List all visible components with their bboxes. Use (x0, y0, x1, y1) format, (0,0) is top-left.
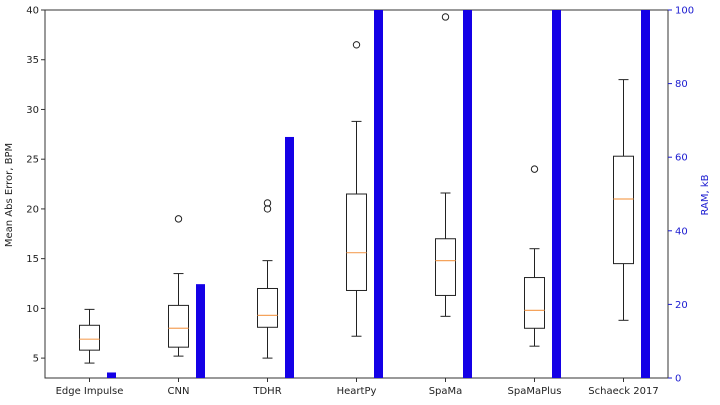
ram-bar-tdhr (285, 136, 294, 378)
ram-bar-schaeck-2017 (641, 10, 650, 378)
x-tick-label: SpaMa (429, 386, 463, 397)
box (613, 155, 634, 265)
left-tick-label: 5 (33, 354, 39, 365)
ram-bar-heartpy (374, 10, 383, 378)
box (524, 277, 545, 329)
box (79, 324, 100, 351)
boxplot-schaeck-2017 (613, 79, 634, 321)
left-tick-label: 10 (26, 304, 39, 315)
outlier-point (352, 41, 361, 49)
x-tick-label: SpaMaPlus (508, 386, 562, 397)
box (346, 193, 367, 291)
y-axis-title-left: Mean Abs Error, BPM (4, 143, 15, 247)
boxplot-tdhr (257, 199, 278, 359)
left-tick-label: 35 (26, 55, 39, 66)
left-tick-label: 25 (26, 155, 39, 166)
boxplot-spama (435, 13, 456, 317)
x-tick-label: TDHR (252, 386, 281, 397)
left-axis-ticks: 5 10 15 20 25 30 35 40 (26, 6, 45, 365)
outlier-point (263, 199, 272, 207)
right-tick-label: 100 (675, 6, 694, 17)
right-tick-label: 0 (675, 374, 681, 385)
right-tick-label: 40 (675, 226, 688, 237)
ram-bar-spama (463, 10, 472, 378)
box (168, 304, 189, 348)
right-axis-ticks: 0 20 40 60 80 100 (668, 6, 694, 385)
x-tick-label: Edge Impulse (56, 386, 124, 397)
x-tick-label: HeartPy (337, 386, 377, 397)
left-tick-label: 40 (26, 6, 39, 17)
box (257, 287, 278, 328)
y-axis-title-right: RAM, kB (700, 174, 711, 215)
chart-marks (79, 10, 650, 378)
right-tick-label: 80 (675, 79, 688, 90)
x-tick-label: Schaeck 2017 (588, 386, 658, 397)
outlier-point (530, 165, 539, 173)
ram-bar-edge-impulse (107, 372, 116, 378)
left-tick-label: 30 (26, 105, 39, 116)
ram-bar-spamaplus (552, 10, 561, 378)
outlier-point (263, 205, 272, 213)
x-tick-label: CNN (168, 386, 190, 397)
boxplot-heartpy (346, 41, 367, 337)
boxplot-edge-impulse (79, 308, 100, 364)
outlier-point (441, 13, 450, 21)
left-tick-label: 20 (26, 204, 39, 215)
x-axis-ticks: Edge Impulse CNN TDHR HeartPy SpaMa SpaMaPlus… (56, 378, 659, 397)
right-tick-label: 60 (675, 153, 688, 164)
boxplot-spamaplus (524, 165, 545, 347)
ram-bar-cnn (196, 284, 205, 378)
left-tick-label: 15 (26, 254, 39, 265)
boxplot-cnn (168, 215, 189, 357)
right-tick-label: 20 (675, 300, 688, 311)
box (435, 238, 456, 296)
outlier-point (174, 215, 183, 223)
